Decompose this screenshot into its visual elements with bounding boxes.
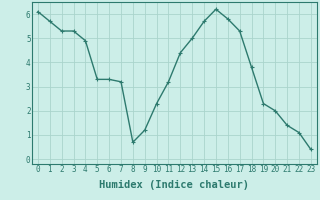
X-axis label: Humidex (Indice chaleur): Humidex (Indice chaleur) <box>100 180 249 190</box>
